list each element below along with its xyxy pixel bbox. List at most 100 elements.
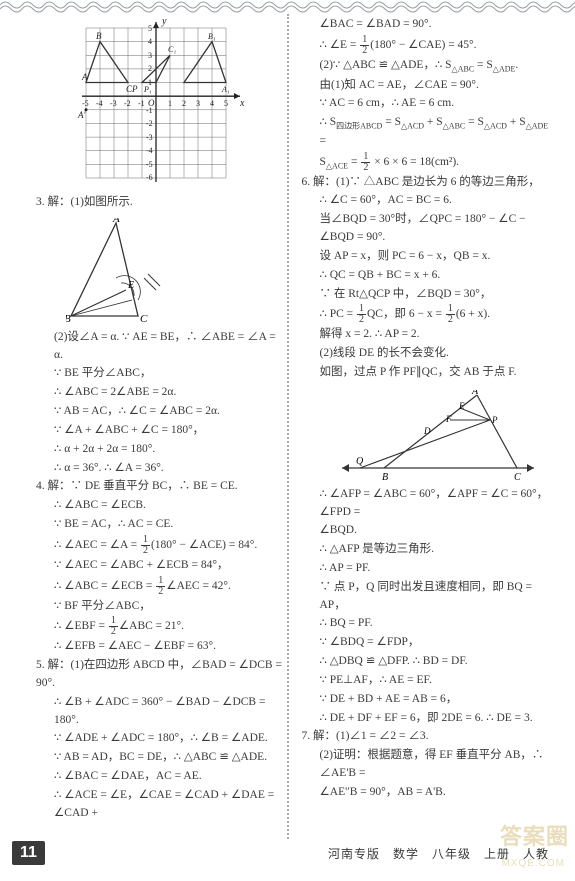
text-line: ∵ 点 P，Q 同时出发且速度相同，即 BQ = AP，	[302, 579, 552, 615]
text-line: S△ACE = 12 × 6 × 6 = 18(cm²).	[302, 152, 552, 173]
svg-text:4: 4	[148, 37, 152, 46]
svg-text:-5: -5	[146, 160, 153, 169]
svg-text:4: 4	[210, 99, 214, 108]
text-line: ∵ AB = AD，BC = DE，∴ △ABC ≌ △ADE.	[36, 749, 286, 767]
text-line: (2)∵ △ABC ≌ △ADE，∴ S△ABC = S△ADE.	[302, 57, 552, 76]
svg-text:D: D	[423, 426, 431, 436]
svg-text:-1: -1	[146, 106, 153, 115]
footer-label: 河南专版 数学 八年级 上册 人教	[57, 845, 555, 862]
left-column: y x O A B C P P₁ C₁ B₁ A₁ A' -5-4-3-2-1 …	[28, 16, 294, 837]
svg-text:B: B	[382, 472, 388, 480]
text-line: ∠AE'′B = 90°，AB = A'B.	[302, 784, 552, 802]
svg-text:1: 1	[168, 99, 172, 108]
svg-text:3: 3	[196, 99, 200, 108]
text-line: ∴ ∠AEC = ∠A = 12(180° − ∠ACE) = 84°.	[36, 535, 286, 556]
svg-text:5: 5	[224, 99, 228, 108]
text-line: ∴ QC = QB + BC = x + 6.	[302, 267, 552, 285]
svg-text:x: x	[239, 98, 245, 109]
svg-text:-3: -3	[110, 99, 117, 108]
text-line: ∵ PE⊥AF，∴ AE = EF.	[302, 672, 552, 690]
text-line: ∠BQD.	[302, 522, 552, 540]
watermark-logo: 答案圈	[500, 819, 569, 851]
text-line: ∵ AC = 6 cm，∴ AE = 6 cm.	[302, 95, 552, 113]
svg-text:C: C	[514, 472, 521, 480]
triangle-abc-figure: A B C E	[66, 218, 176, 323]
page-number-badge: 11	[12, 841, 45, 865]
text-line: ∴ ∠ABC = ∠ECB.	[36, 497, 286, 515]
text-line: ∴ ∠C = 60°，AC = BC = 6.	[302, 192, 552, 210]
page-footer: 11 河南专版 数学 八年级 上册 人教	[0, 839, 575, 867]
text-line: ∴ ∠BAC = ∠DAE，AC = AE.	[36, 768, 286, 786]
svg-text:C₁: C₁	[168, 45, 176, 54]
content-columns: y x O A B C P P₁ C₁ B₁ A₁ A' -5-4-3-2-1 …	[0, 14, 575, 839]
svg-text:Q: Q	[356, 456, 364, 467]
svg-text:-2: -2	[124, 99, 131, 108]
svg-text:-4: -4	[96, 99, 103, 108]
svg-text:-3: -3	[146, 133, 153, 142]
wave-top-svg	[0, 0, 575, 14]
text-line: ∴ ∠AFP = ∠ABC = 60°，∠APF = ∠C = 60°，∠FPD…	[302, 486, 552, 522]
text-line: ∴ ∠B + ∠ADC = 360° − ∠BAD − ∠DCB = 180°.	[36, 694, 286, 730]
text-line: ∴ ∠E = 12(180° − ∠CAE) = 45°.	[302, 35, 552, 56]
q3-header: 3. 解：(1)如图所示.	[36, 194, 286, 212]
right-column: ∠BAC = ∠BAD = 90°. ∴ ∠E = 12(180° − ∠CAE…	[294, 16, 560, 837]
svg-text:B: B	[66, 313, 71, 323]
text-line: 设 AP = x，则 PC = 6 − x，QB = x.	[302, 248, 552, 266]
text-line: ∴ △DBQ ≌ △DFP. ∴ BD = DF.	[302, 653, 552, 671]
svg-text:A': A'	[77, 110, 86, 120]
text-line: ∵ ∠BDQ = ∠FDP，	[302, 634, 552, 652]
svg-text:C: C	[140, 313, 148, 323]
svg-text:P: P	[491, 415, 498, 425]
text-line: ∵ BE 平分∠ABC，	[36, 365, 286, 383]
svg-text:-5: -5	[82, 99, 89, 108]
text-line: ∴ ∠ABC = 2∠ABE = 2α.	[36, 384, 286, 402]
svg-text:-2: -2	[146, 119, 153, 128]
text-line: ∠BAC = ∠BAD = 90°.	[302, 16, 552, 34]
svg-text:B: B	[96, 31, 102, 41]
text-line: ∴ PC = 12QC，即 6 − x = 12(6 + x).	[302, 304, 552, 325]
text-line: 如图，过点 P 作 PF∥QC，交 AB 于点 F.	[302, 364, 552, 382]
svg-text:3: 3	[148, 51, 152, 60]
text-line: ∵ DE + BD + AE = AB = 6，	[302, 691, 552, 709]
text-line: ∴ S四边形ABCD = S△ACD + S△ABC = S△ACD + S△A…	[302, 114, 552, 151]
svg-text:A: A	[81, 72, 88, 82]
text-line: ∴ AP = PF.	[302, 560, 552, 578]
decorative-border-bottom	[0, 867, 575, 881]
text-line: ∵ 在 Rt△QCP 中，∠BQD = 30°，	[302, 286, 552, 304]
svg-text:P: P	[131, 84, 138, 94]
text-line: ∴ α + 2α + 2α = 180°.	[36, 441, 286, 459]
text-line: ∴ △AFP 是等边三角形.	[302, 541, 552, 559]
coordinate-grid-figure: y x O A B C P P₁ C₁ B₁ A₁ A' -5-4-3-2-1 …	[76, 18, 246, 188]
text-line: (2)线段 DE 的长不会变化.	[302, 345, 552, 363]
watermark-url: MXQE.COM	[501, 858, 565, 869]
text-line: ∵ BF 平分∠ABC，	[36, 598, 286, 616]
svg-text:E: E	[127, 280, 134, 291]
text-line: ∴ DE + DF + EF = 6，即 2DE = 6. ∴ DE = 3.	[302, 710, 552, 728]
text-line: 由(1)知 AC = AE，∠CAE = 90°.	[302, 77, 552, 95]
q5-header: 5. 解：(1)在四边形 ABCD 中，∠BAD = ∠DCB = 90°.	[36, 657, 286, 693]
svg-text:B₁: B₁	[208, 32, 216, 41]
page-root: y x O A B C P P₁ C₁ B₁ A₁ A' -5-4-3-2-1 …	[0, 0, 575, 881]
text-line: 当∠BQD = 30°时，∠QPC = 180° − ∠C − ∠BQD = 9…	[302, 211, 552, 247]
svg-text:1: 1	[148, 78, 152, 87]
text-line: 解得 x = 2. ∴ AP = 2.	[302, 326, 552, 344]
svg-text:2: 2	[182, 99, 186, 108]
text-line: ∴ ∠EFB = ∠AEC − ∠EBF = 63°.	[36, 638, 286, 656]
text-line: ∵ BE = AC，∴ AC = CE.	[36, 516, 286, 534]
text-line: ∴ BQ = PF.	[302, 615, 552, 633]
svg-text:-6: -6	[146, 173, 153, 182]
svg-text:-4: -4	[146, 146, 153, 155]
text-line: ∵ ∠AEC = ∠ABC + ∠ECB = 84°，	[36, 557, 286, 575]
column-divider	[287, 14, 289, 839]
text-line: (2)设∠A = α. ∵ AE = BE，∴ ∠ABE = ∠A = α.	[36, 329, 286, 365]
decorative-border-top	[0, 0, 575, 14]
q6-header: 6. 解：(1)∵ △ABC 是边长为 6 的等边三角形，	[302, 174, 552, 192]
svg-text:F: F	[445, 414, 452, 424]
svg-text:y: y	[161, 18, 167, 27]
svg-text:A: A	[112, 218, 120, 225]
text-line: ∵ ∠A + ∠ABC + ∠C = 180°，	[36, 422, 286, 440]
text-line: (2)证明：根据题意，得 EF 垂直平分 AB，∴ ∠AE'B =	[302, 747, 552, 783]
svg-text:A: A	[471, 390, 479, 397]
text-line: ∵ ∠ADE + ∠ADC = 180°，∴ ∠B = ∠ADE.	[36, 730, 286, 748]
svg-text:E: E	[458, 401, 465, 411]
